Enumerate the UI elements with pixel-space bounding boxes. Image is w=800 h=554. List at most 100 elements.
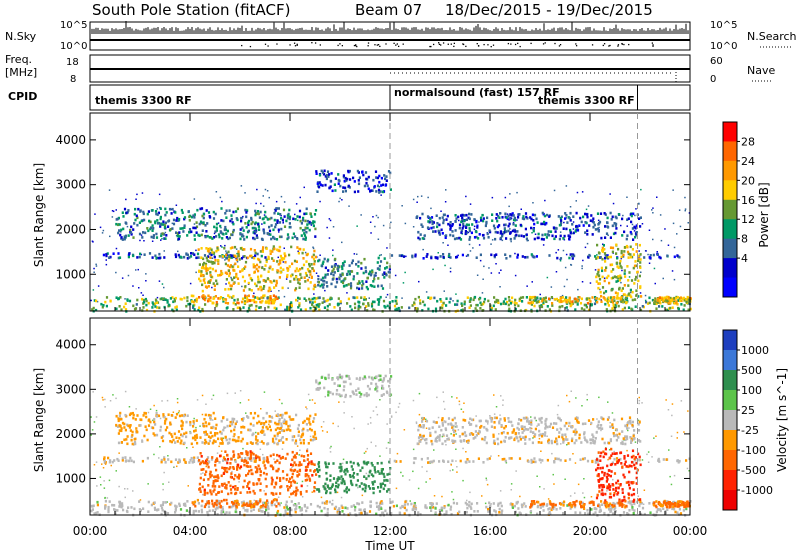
power-echo-cell [441,304,444,307]
vel-echo-cell [180,439,183,443]
power-echo-cell [603,252,607,255]
vel-echo-cell [338,393,341,396]
vel-speckle [643,489,646,491]
power-echo-cell [370,302,374,306]
power-echo-cell [221,272,224,275]
power-echo-cell [277,263,280,266]
vel-speckle [110,464,112,467]
vel-speckle [450,463,452,465]
vel-echo-cell [261,431,264,434]
power-echo-cell [217,248,220,252]
power-echo-cell [134,207,137,211]
power-echo-cell [654,297,657,300]
power-echo-cell [381,287,385,290]
vel-speckle [424,420,427,423]
power-echo-cell [154,298,158,302]
power-echo-cell [604,254,607,257]
power-echo-cell [436,256,439,259]
power-echo-cell [203,261,206,265]
power-echo-cell [327,269,330,272]
vel-speckle [623,439,625,441]
power-echo-cell [190,294,193,298]
power-echo-cell [247,294,250,298]
vel-echo-cell [220,509,223,513]
power-echo-cell [516,256,519,259]
vel-echo-cell [375,375,378,378]
power-echo-cell [176,234,179,238]
power-echo-cell [462,224,465,228]
power-echo-cell [225,278,228,281]
vel-echo-cell [384,374,387,378]
power-echo-cell [615,227,618,230]
power-echo-cell [350,284,353,288]
power-echo-cell [183,224,186,227]
power-echo-cell [295,298,298,302]
power-echo-cell [548,215,551,218]
power-echo-cell [606,221,609,224]
vel-echo-cell [152,426,155,430]
power-speckle [609,193,611,195]
vel-echo-cell [488,457,491,460]
vel-echo-cell [327,376,330,380]
power-echo-cell [584,303,588,307]
power-echo-cell [525,296,528,299]
power-echo-cell [378,268,381,271]
vel-speckle [437,416,440,419]
vel-speckle [332,422,334,425]
power-echo-cell [117,216,120,220]
vel-echo-cell [357,502,361,506]
vel-echo-cell [200,508,203,512]
power-echo-cell [219,230,222,233]
vel-echo-cell [403,503,406,506]
power-echo-cell [504,212,507,216]
vel-speckle [412,448,415,451]
nsearch-dot [507,42,510,45]
power-echo-cell [599,256,602,259]
vel-echo-cell [111,503,114,507]
power-echo-cell [271,268,274,271]
power-echo-cell [601,286,605,289]
vel-speckle [552,473,554,476]
power-echo-cell [143,218,146,222]
power-speckle [370,232,372,234]
vel-echo-cell [326,508,329,511]
power-echo-cell [578,224,581,227]
nsearch-dot [353,44,356,47]
power-speckle [353,253,356,255]
power-echo-cell [545,300,548,303]
vel-echo-cell [336,509,339,512]
power-speckle [158,193,161,196]
vel-echo-cell [117,432,120,435]
vel-speckle [231,470,233,473]
power-echo-cell [603,279,606,283]
power-echo-cell [358,287,361,291]
power-echo-cell [360,267,363,270]
vel-echo-cell [153,433,156,437]
power-echo-cell [264,264,267,267]
power-echo-cell [287,236,290,239]
vel-echo-cell [281,436,284,439]
vel-echo-cell [209,418,212,421]
power-echo-cell [134,307,138,310]
power-echo-cell [617,276,620,280]
vel-echo-cell [120,417,123,421]
power-echo-cell [512,222,515,226]
power-echo-cell [610,288,613,292]
vel-speckle [103,480,105,482]
power-echo-cell [275,238,279,241]
power-echo-cell [558,300,561,304]
vel-speckle [162,488,164,491]
vel-speckle [222,437,224,439]
vel-speckle [556,413,559,416]
power-echo-cell [445,297,448,300]
power-echo-cell [136,298,139,302]
power-speckle [555,251,557,254]
vel-echo-cell [226,418,229,421]
vel-echo-cell [249,422,252,426]
power-echo-cell [138,221,141,224]
power-echo-cell [297,269,300,273]
power-echo-cell [461,218,464,221]
power-echo-cell [339,184,342,188]
power-echo-cell [321,276,325,280]
